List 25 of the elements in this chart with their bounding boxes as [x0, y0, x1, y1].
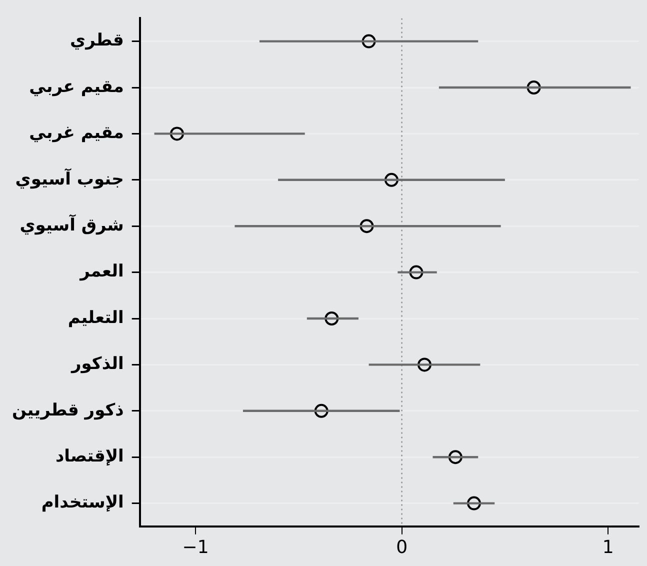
point	[526, 80, 541, 94]
point	[466, 496, 481, 510]
y-tick-label: ذكور قطريين	[12, 400, 124, 420]
y-tick-label: الإقتصاد	[55, 446, 124, 467]
point	[170, 126, 184, 141]
point	[324, 312, 339, 326]
y-tick-label: العمر	[79, 262, 124, 282]
y-tick-label: جنوب آسيوي	[15, 167, 124, 190]
x-tick-label: 0	[396, 536, 408, 558]
y-tick-label: التعليم	[68, 308, 124, 328]
y-tick-label: مقيم عربي	[29, 76, 124, 97]
y-tick-label: قطري	[70, 30, 124, 51]
y-tick-label: مقيم غربي	[29, 123, 124, 144]
y-tick-label: شرق آسيوي	[20, 214, 124, 236]
x-tick-label: 1	[602, 536, 614, 558]
point	[360, 219, 374, 234]
point	[314, 404, 328, 418]
point	[448, 450, 462, 464]
point	[409, 265, 424, 280]
point	[417, 358, 432, 372]
x-tick-label: −1	[182, 536, 209, 558]
y-tick-label: الإستخدام	[41, 492, 124, 513]
point	[362, 34, 376, 48]
y-tick-label: الذكور	[70, 354, 124, 374]
point	[384, 172, 398, 187]
